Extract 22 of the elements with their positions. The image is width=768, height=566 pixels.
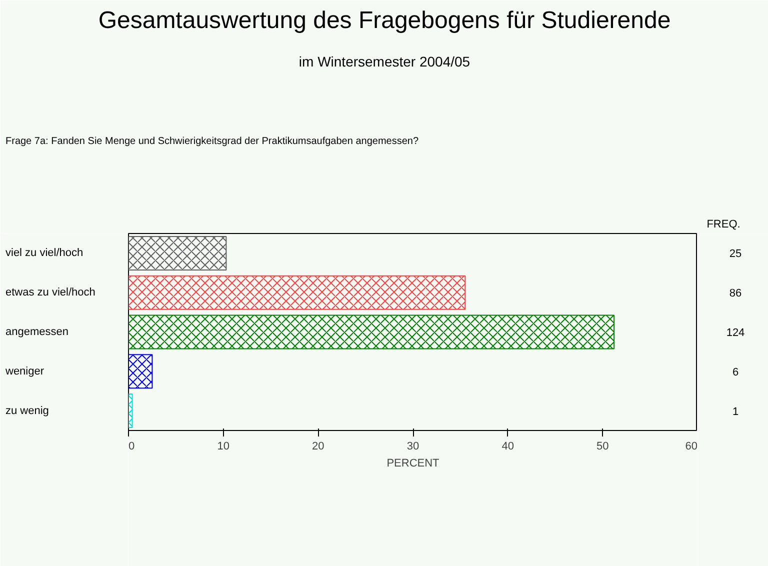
- x-tick-label: 30: [406, 440, 420, 452]
- x-tick-label: 20: [312, 440, 324, 452]
- text: FREQ.: [706, 218, 740, 230]
- x-tick-label: 60: [685, 440, 698, 452]
- text: 1: [732, 406, 739, 418]
- y-tick-label: etwas zu viel/hoch: [6, 286, 96, 299]
- y-tick-label: angemessen: [6, 326, 68, 338]
- text: Frage 7a: Fanden Sie Menge und Schwierigkeitsgrad der Praktikumsaufgaben angemessen?: [6, 136, 419, 147]
- y-tick-label: weniger: [4, 365, 44, 378]
- text: 6: [732, 366, 739, 378]
- text: 86: [729, 288, 742, 300]
- y-tick-label: zu wenig: [6, 404, 49, 417]
- y-tick-label: viel zu viel/hoch: [6, 247, 84, 260]
- chart-title: Gesamtauswertung des Fragebogens für Studierende: [98, 7, 671, 34]
- text: 124: [726, 327, 745, 339]
- x-axis-title: PERCENT: [386, 458, 440, 470]
- x-tick-label: 10: [217, 440, 230, 452]
- chart-subtitle: im Wintersemester 2004/05: [298, 54, 470, 70]
- x-tick-label: 0: [128, 440, 135, 452]
- x-tick-label: 40: [502, 440, 514, 452]
- x-tick-label: 50: [596, 440, 609, 452]
- text: 25: [729, 248, 742, 260]
